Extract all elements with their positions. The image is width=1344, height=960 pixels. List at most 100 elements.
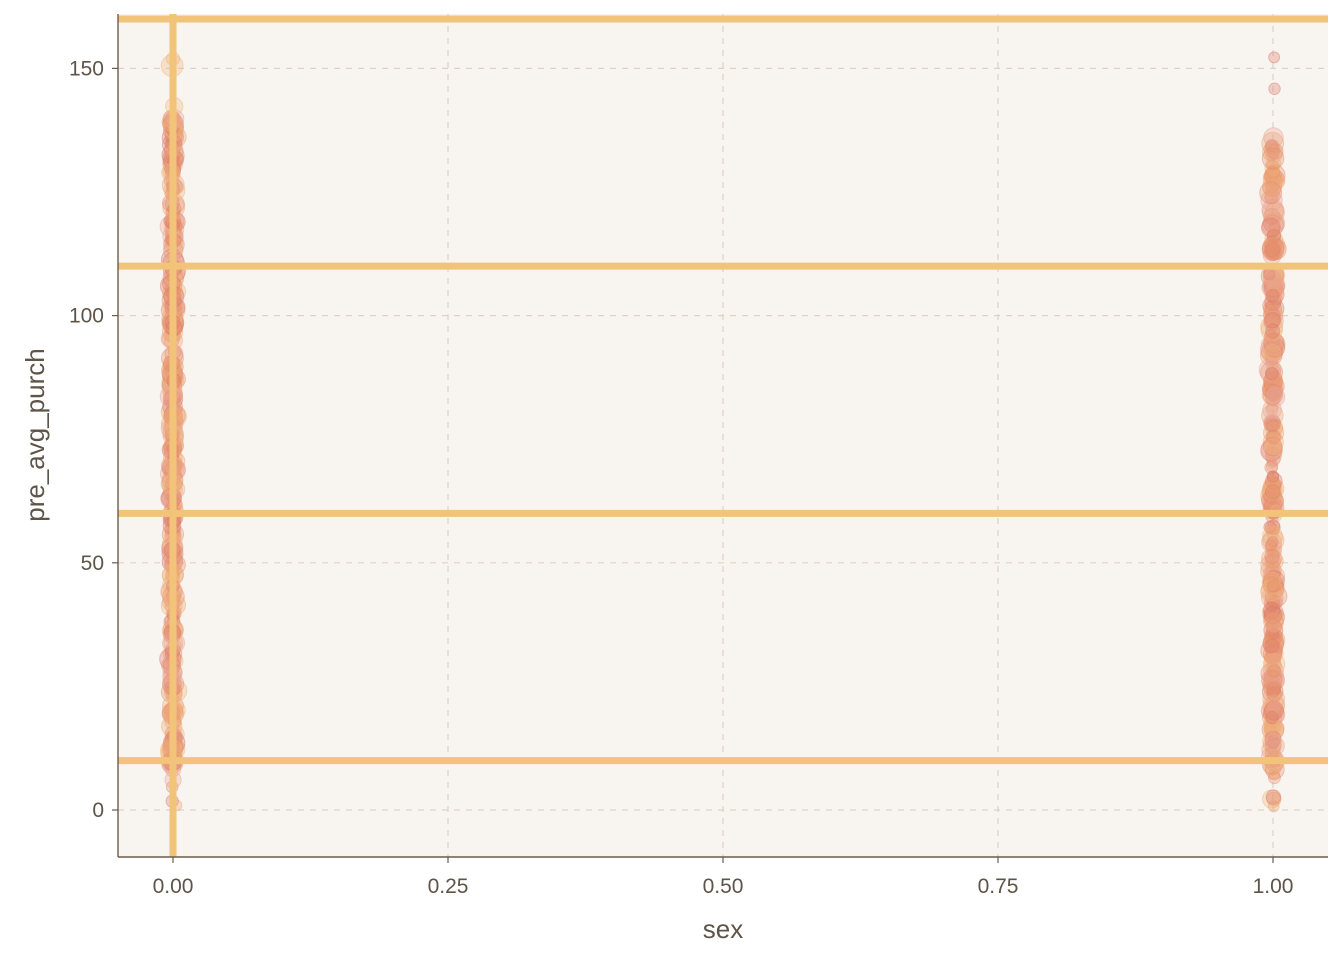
data-point <box>1265 677 1280 693</box>
data-point <box>1267 664 1281 678</box>
data-point <box>1262 384 1284 406</box>
data-point <box>1264 284 1285 305</box>
data-point <box>1265 347 1283 365</box>
data-point <box>1268 700 1281 713</box>
data-point <box>1264 584 1288 608</box>
data-point <box>1265 367 1279 381</box>
data-point <box>1266 529 1279 542</box>
data-point <box>1265 367 1280 382</box>
data-point <box>1267 619 1280 631</box>
data-point <box>1265 383 1278 396</box>
data-point <box>1264 298 1285 319</box>
data-point <box>1265 553 1282 569</box>
data-point <box>1266 470 1280 484</box>
data-point <box>1264 438 1282 455</box>
data-point <box>1263 328 1280 345</box>
data-point <box>1266 171 1286 191</box>
data-point <box>1267 771 1281 785</box>
data-point <box>1263 722 1276 735</box>
data-point <box>1262 529 1285 552</box>
data-point <box>1264 629 1281 646</box>
data-point <box>1261 680 1284 703</box>
data-point <box>1264 270 1285 290</box>
data-point <box>1264 442 1283 461</box>
data-point <box>1263 141 1281 159</box>
data-point <box>1263 628 1286 651</box>
data-point <box>1262 731 1280 750</box>
data-point <box>1264 241 1281 257</box>
data-point <box>1263 714 1281 732</box>
data-point <box>1262 564 1281 583</box>
data-point <box>1268 291 1283 307</box>
data-point <box>1263 303 1279 319</box>
data-point <box>1263 304 1284 326</box>
data-point <box>1264 329 1277 342</box>
data-point <box>1267 284 1280 297</box>
data-point <box>1259 338 1283 362</box>
data-point <box>1261 143 1280 162</box>
data-point <box>1265 270 1281 286</box>
data-point <box>1264 640 1281 657</box>
data-point <box>1261 200 1285 224</box>
data-point <box>1263 415 1281 433</box>
data-point <box>1263 332 1286 356</box>
data-point <box>1267 172 1284 189</box>
data-point <box>1267 597 1280 610</box>
data-point <box>1260 579 1283 602</box>
data-point <box>1265 387 1286 407</box>
data-point <box>1264 476 1282 495</box>
data-point <box>1265 140 1280 155</box>
data-point <box>1263 669 1286 691</box>
data-point <box>1263 666 1285 687</box>
data-point <box>1267 703 1282 717</box>
data-point <box>1265 354 1278 367</box>
y-tick-label: 150 <box>69 57 104 80</box>
data-point <box>1266 159 1279 172</box>
data-point <box>1266 618 1279 631</box>
data-point <box>1264 309 1282 326</box>
data-point <box>1265 145 1283 164</box>
data-point <box>1265 403 1279 417</box>
x-tick-label: 0.50 <box>703 875 744 898</box>
data-point <box>1263 276 1282 295</box>
data-point <box>1262 422 1285 444</box>
data-point <box>1264 519 1281 536</box>
data-point <box>1263 278 1284 299</box>
data-point <box>1264 719 1284 738</box>
data-point <box>1264 293 1282 311</box>
data-point <box>1261 385 1282 406</box>
data-point <box>1266 682 1282 698</box>
data-point <box>1262 570 1285 593</box>
data-point <box>1266 229 1282 244</box>
data-point <box>1265 155 1282 171</box>
data-point <box>1263 620 1284 641</box>
data-point <box>1267 483 1279 496</box>
data-point <box>1262 735 1283 755</box>
data-point <box>1265 576 1284 595</box>
data-point <box>1265 737 1282 755</box>
data-point <box>1263 565 1286 587</box>
data-point <box>1266 702 1281 717</box>
tick-labels: 0.00 0.25 0.50 0.75 1.00 0 50 100 150 <box>69 57 1293 898</box>
data-point <box>1267 568 1281 582</box>
data-point <box>1263 610 1284 632</box>
data-point <box>1267 649 1279 661</box>
data-point <box>1263 700 1284 721</box>
data-point <box>1264 723 1280 739</box>
data-point <box>1264 202 1284 222</box>
data-point <box>1264 564 1281 581</box>
data-point <box>1265 648 1281 664</box>
data-point <box>1265 429 1282 446</box>
data-point <box>1265 661 1281 676</box>
data-point <box>1264 650 1281 666</box>
data-point <box>1260 639 1283 662</box>
data-point <box>1263 376 1285 397</box>
data-point <box>1263 305 1281 323</box>
data-point <box>1263 594 1281 612</box>
data-point <box>1266 169 1280 183</box>
data-point <box>1265 460 1279 473</box>
data-point <box>1266 420 1281 435</box>
data-point <box>1263 654 1279 670</box>
data-point <box>1268 523 1280 535</box>
data-point <box>1263 168 1279 184</box>
